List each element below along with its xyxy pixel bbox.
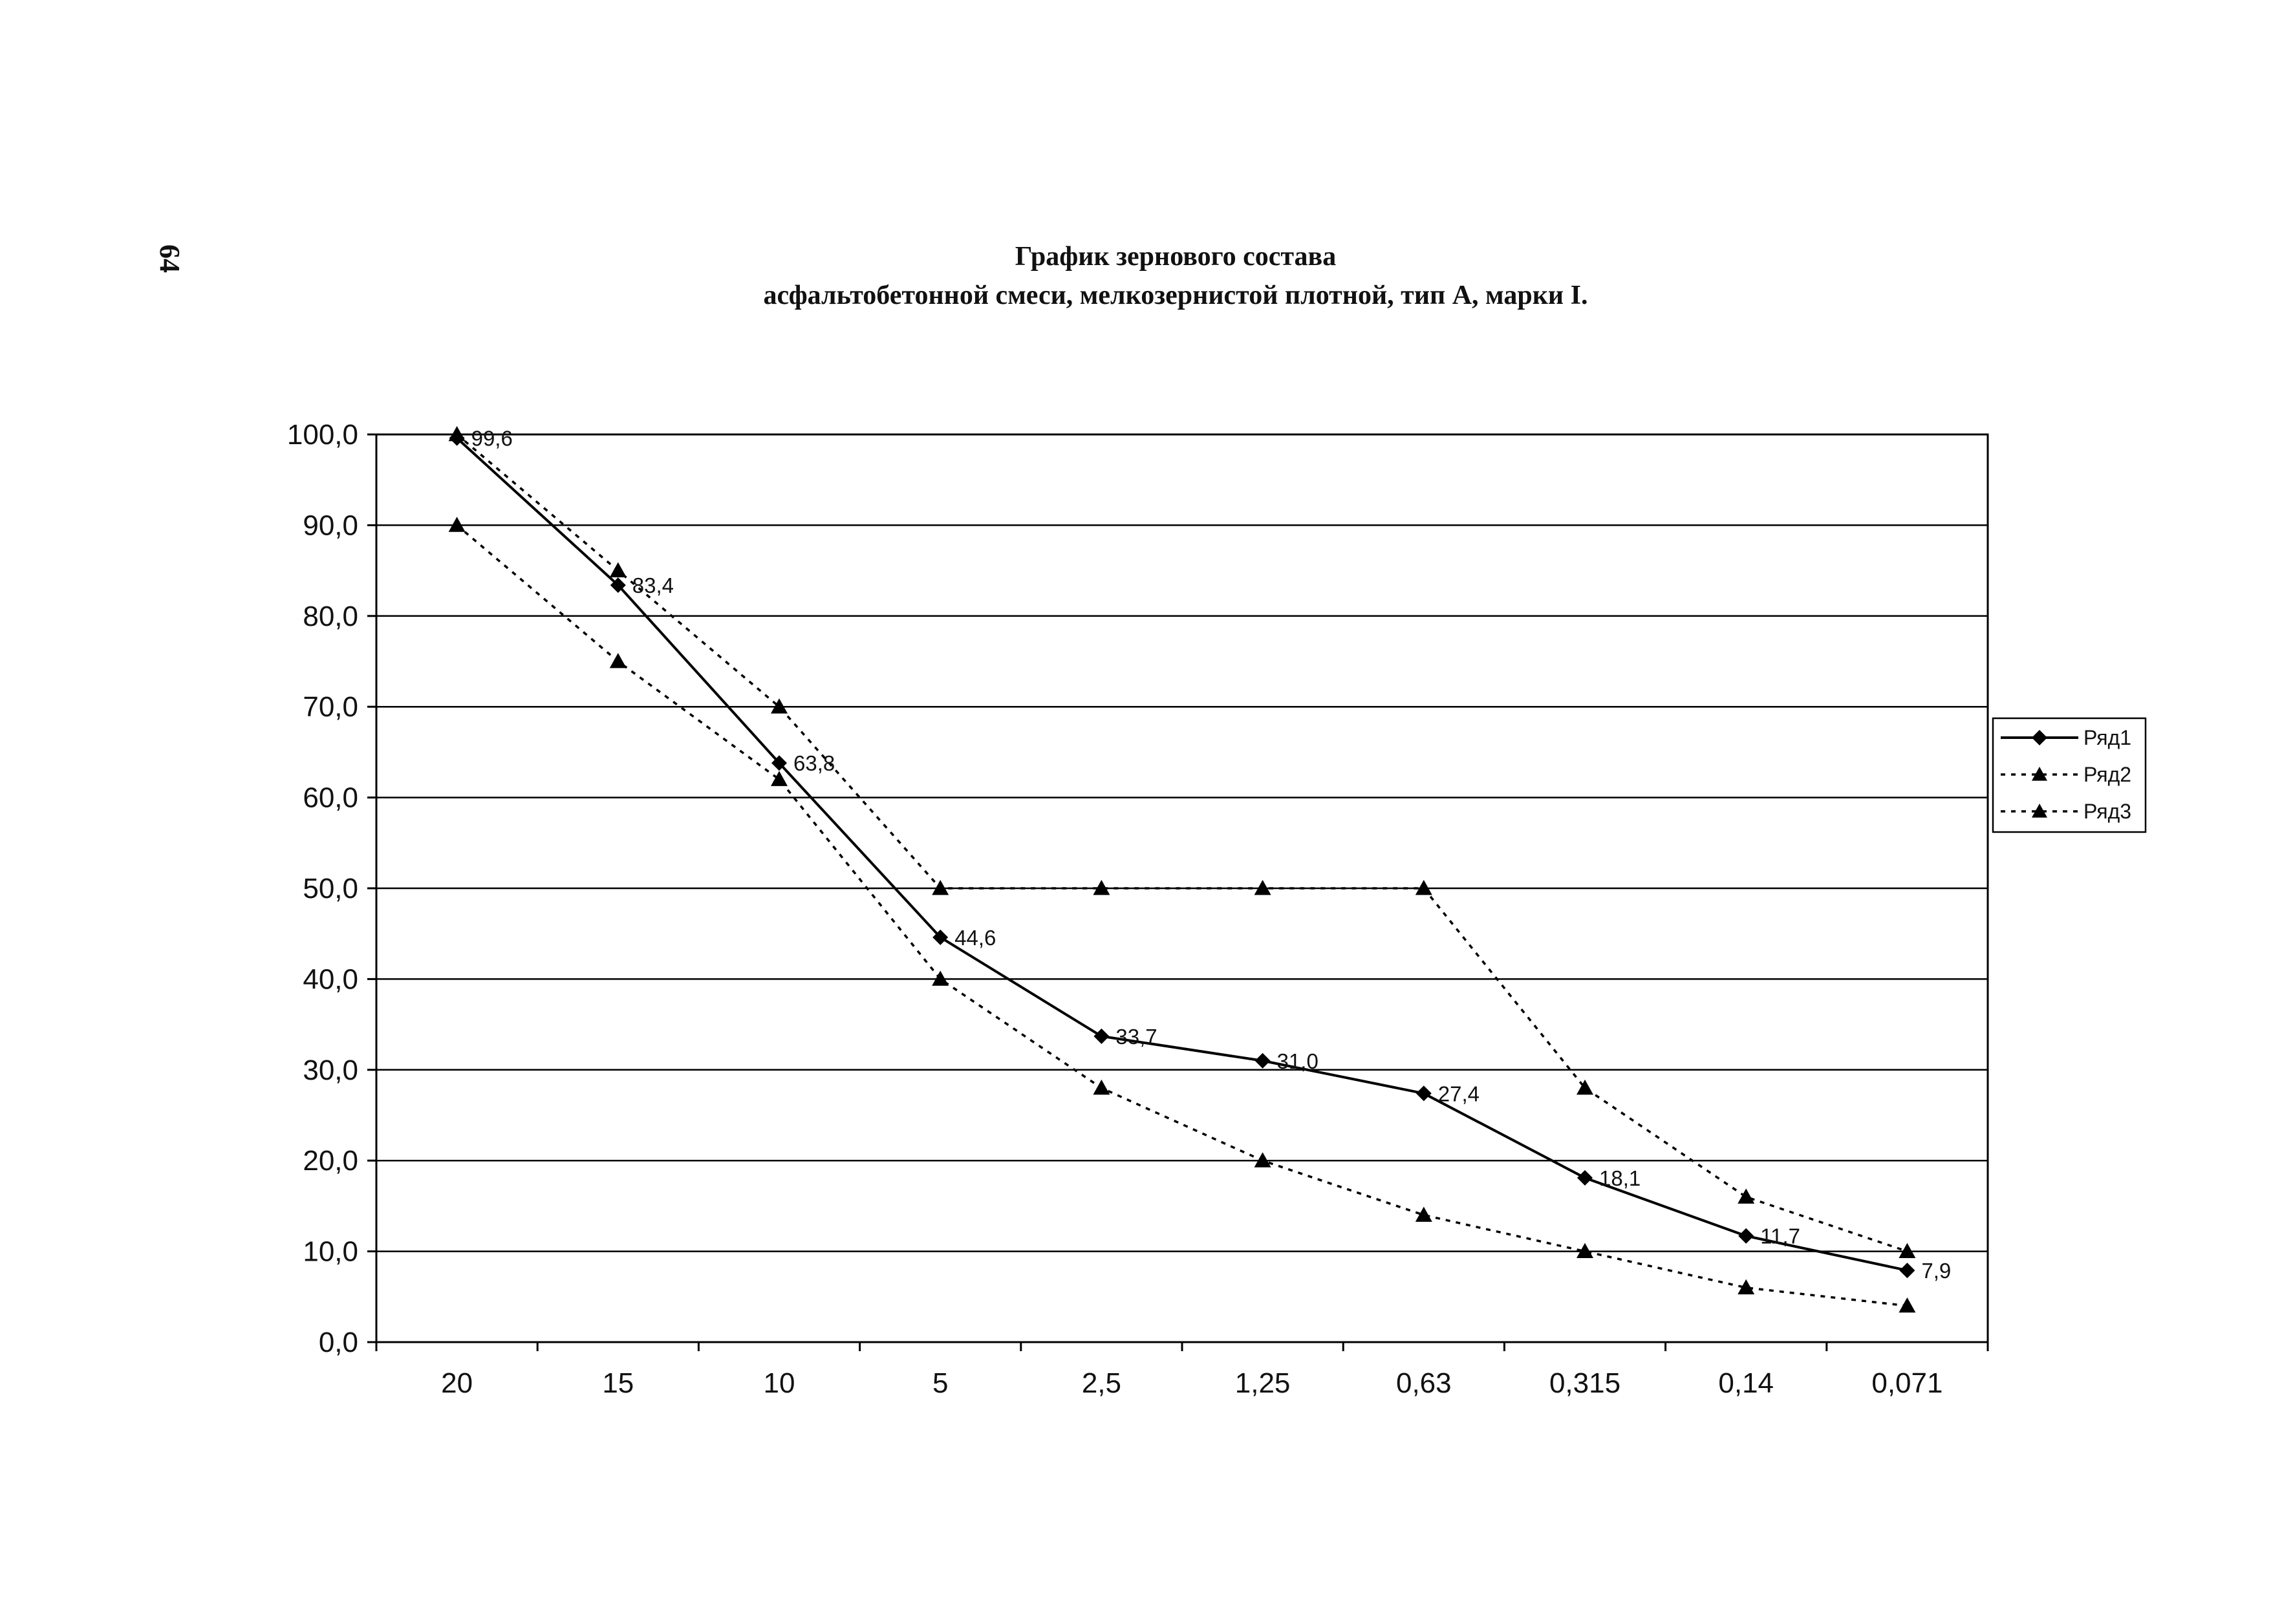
gridlines xyxy=(376,524,1988,1252)
series-3-marker xyxy=(448,517,466,532)
series-1-marker xyxy=(1738,1228,1754,1244)
x-tick-label: 0,071 xyxy=(1871,1367,1943,1399)
x-tick-label: 20 xyxy=(441,1367,473,1399)
data-label: 44,6 xyxy=(954,926,996,950)
chart-title: График зернового состава xyxy=(1015,242,1336,272)
y-tick-label: 50,0 xyxy=(303,873,358,904)
series-2-marker xyxy=(771,698,788,714)
y-tick-label: 90,0 xyxy=(303,509,358,541)
data-label: 27,4 xyxy=(1438,1082,1480,1106)
y-tick-label: 80,0 xyxy=(303,601,358,632)
series-2-marker xyxy=(1899,1243,1916,1258)
y-tick-label: 10,0 xyxy=(303,1236,358,1268)
chart-subtitle: асфальтобетонной смеси, мелкозернистой п… xyxy=(764,281,1588,310)
series-line-3 xyxy=(456,524,1908,1307)
series-2-marker xyxy=(1415,880,1432,895)
series-3-marker xyxy=(609,653,627,668)
series-3-marker xyxy=(1093,1079,1110,1095)
series-1-marker xyxy=(1093,1028,1110,1044)
x-tick-label: 10 xyxy=(764,1367,795,1399)
data-label: 18,1 xyxy=(1599,1166,1641,1190)
data-label: 31,0 xyxy=(1277,1049,1319,1073)
series-1-marker xyxy=(610,577,626,593)
series-2-marker xyxy=(609,562,627,577)
axes: 0,0 10,0 20,0 30,0 40,0 50,0 60,0 70,0 80,0 90,0 1… xyxy=(287,419,1989,1399)
legend-marker-1 xyxy=(2032,730,2047,745)
series-3-marker xyxy=(1738,1279,1755,1295)
series-1-marker xyxy=(1577,1170,1593,1186)
data-label: 11,7 xyxy=(1760,1224,1800,1248)
x-tick-label: 2,5 xyxy=(1082,1367,1121,1399)
y-tick-label: 30,0 xyxy=(303,1054,358,1086)
legend-label-3: Ряд3 xyxy=(2083,800,2131,823)
series-1-marker xyxy=(449,430,465,446)
x-tick-label: 0,63 xyxy=(1396,1367,1452,1399)
series-3-marker xyxy=(771,771,788,786)
series-2-marker xyxy=(1738,1188,1755,1204)
series-2-marker xyxy=(1093,880,1110,895)
series-2-marker xyxy=(932,880,949,895)
x-tick-label: 15 xyxy=(602,1367,634,1399)
series-1-marker xyxy=(1254,1052,1271,1069)
series-2-marker xyxy=(1254,880,1271,895)
legend-marker-2 xyxy=(2032,767,2047,781)
y-tick-label: 70,0 xyxy=(303,691,358,723)
series-2-marker xyxy=(1577,1079,1593,1095)
page-number: 64 xyxy=(154,244,186,273)
series-1-marker xyxy=(771,755,787,771)
series-3-marker xyxy=(1899,1297,1916,1313)
data-label: 7,9 xyxy=(1921,1259,1951,1283)
series-line-1 xyxy=(456,437,1908,1272)
legend: Ряд1 Ряд2 Ряд3 xyxy=(1992,717,2147,833)
y-tick-label: 40,0 xyxy=(303,963,358,995)
data-labels: 99,6 83,4 63,8 44,6 33,7 31,0 27,4 18,1 11,7 7,9 xyxy=(471,427,1952,1283)
series-3-marker xyxy=(932,970,949,986)
x-tick-label: 0,315 xyxy=(1549,1367,1620,1399)
series-1-marker xyxy=(932,929,949,945)
series-3-marker xyxy=(1254,1152,1271,1168)
series-1-marker xyxy=(1415,1085,1432,1102)
data-label: 63,8 xyxy=(793,751,835,775)
data-label: 83,4 xyxy=(632,573,674,597)
y-tick-label: 0,0 xyxy=(319,1327,358,1358)
legend-label-2: Ряд2 xyxy=(2083,763,2131,786)
legend-marker-3 xyxy=(2032,804,2047,818)
data-label: 33,7 xyxy=(1115,1025,1157,1049)
x-tick-label: 1,25 xyxy=(1235,1367,1291,1399)
y-tick-label: 100,0 xyxy=(287,419,358,451)
x-tick-label: 5 xyxy=(932,1367,948,1399)
series-3-marker xyxy=(1577,1243,1593,1258)
y-tick-label: 60,0 xyxy=(303,782,358,814)
x-tick-label: 0,14 xyxy=(1718,1367,1774,1399)
legend-label-1: Ряд1 xyxy=(2083,726,2131,749)
data-label: 99,6 xyxy=(471,427,513,451)
series-layer xyxy=(448,426,1916,1313)
series-line-2 xyxy=(456,433,1908,1253)
series-3-marker xyxy=(1415,1206,1432,1222)
series-1-marker xyxy=(1899,1263,1915,1279)
y-tick-label: 20,0 xyxy=(303,1145,358,1177)
